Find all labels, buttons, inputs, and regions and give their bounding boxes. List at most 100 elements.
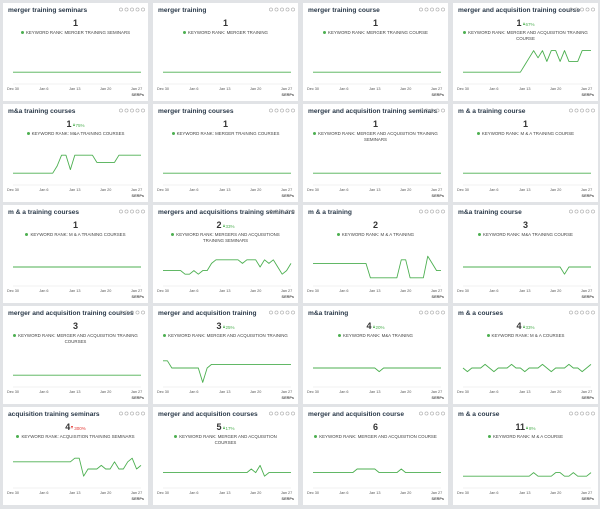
rank-number: 1 (516, 18, 522, 28)
x-tick-label: Jan 27 (581, 289, 592, 293)
card-icons (119, 108, 145, 113)
card-icons (569, 310, 595, 315)
x-tick-label: Dec 30 (307, 87, 319, 91)
card-icons (569, 209, 595, 214)
icon (435, 310, 440, 315)
rank-number: 1 (72, 220, 78, 230)
icon (430, 411, 434, 416)
x-tick-label: Jan 13 (369, 289, 380, 293)
legend-label: KEYWORD RANK: MERGER AND ACQUISITION COU… (179, 434, 277, 445)
x-tick-label: Jan 13 (69, 188, 80, 192)
line-chart: Dec 30 Jan 6 Jan 13 Jan 20 Jan 27 SERPs (307, 172, 444, 198)
x-tick-label: Jan 6 (39, 87, 48, 91)
icon (269, 209, 273, 214)
icon (580, 7, 584, 12)
icon (591, 209, 595, 214)
x-tick-label: Jan 13 (219, 390, 230, 394)
icon (274, 7, 279, 12)
line-chart: Dec 30 Jan 6 Jan 13 Jan 20 Jan 27 SERPs (457, 172, 594, 198)
x-tick-label: Jan 6 (339, 87, 348, 91)
x-tick-label: Jan 20 (550, 289, 561, 293)
x-tick-label: Dec 30 (457, 390, 469, 394)
x-tick-label: Jan 27 (431, 87, 442, 91)
rank-change: 33% (225, 224, 235, 229)
x-tick-label: Jan 6 (189, 87, 198, 91)
icon (269, 7, 273, 12)
card-icons (419, 209, 445, 214)
x-tick-label: Dec 30 (7, 491, 19, 495)
icon (419, 411, 423, 416)
x-axis-label: SERPs (582, 93, 594, 97)
card-icons (419, 7, 445, 12)
chart-card: m & a training courses 1 KEYWORD RANK: M &… (3, 205, 148, 303)
rank-number: 4 (65, 422, 71, 432)
rank-value: 4 33% (453, 321, 598, 331)
rank-change: 33% (525, 325, 535, 330)
icon (269, 310, 273, 315)
icon (141, 7, 145, 12)
icon (285, 108, 290, 113)
x-tick-label: Jan 20 (550, 491, 561, 495)
chart-title: m & a training courses (8, 209, 80, 216)
x-tick-label: Dec 30 (157, 188, 169, 192)
chart-title: merger and acquisition training (158, 310, 257, 317)
icon (135, 411, 140, 416)
icon (119, 7, 123, 12)
chart-title: merger and acquisition training seminars (308, 108, 438, 115)
legend-dot (463, 31, 467, 34)
chart-card: acquisition training seminars 4 300% KEYWOR… (3, 407, 148, 505)
rank-change: 8% (529, 426, 536, 431)
chart-card: merger training 1 KEYWORD RANK: MERGER TRA… (153, 3, 298, 101)
icon (569, 310, 573, 315)
x-tick-label: Jan 27 (281, 289, 292, 293)
x-tick-label: Jan 13 (219, 289, 230, 293)
legend: KEYWORD RANK: M&A TRAINING (313, 333, 438, 339)
icon (269, 108, 273, 113)
legend-dot (25, 233, 29, 236)
line-chart: Dec 30 Jan 6 Jan 13 Jan 20 Jan 27 SERPs (307, 255, 444, 299)
chart-card: merger training seminars 1 KEYWORD RANK: M… (3, 3, 148, 101)
chart-card: merger and acquisition courses 5 17% KEYWOR… (153, 407, 298, 505)
chart-card: merger and acquisition training seminars… (303, 104, 448, 202)
legend-dot (13, 334, 17, 337)
icon (441, 7, 445, 12)
x-tick-label: Dec 30 (457, 87, 469, 91)
legend-label: KEYWORD RANK: MERGER AND ACQUISITION TRA… (468, 30, 588, 41)
x-tick-label: Jan 13 (369, 188, 380, 192)
chart-title: merger and acquisition courses (158, 411, 258, 418)
legend-dot (183, 31, 187, 34)
rank-number: 11 (515, 422, 525, 432)
legend: KEYWORD RANK: MERGER TRAINING COURSES (163, 131, 288, 137)
x-tick-label: Jan 27 (431, 188, 442, 192)
icon (435, 7, 440, 12)
rank-number: 4 (516, 321, 522, 331)
rank-change: 20% (375, 325, 385, 330)
change-arrow (522, 325, 525, 328)
x-tick-label: Jan 27 (131, 491, 142, 495)
rank-value: 1 (453, 119, 598, 129)
icon (119, 209, 123, 214)
rank-number: 2 (216, 220, 222, 230)
legend-dot (163, 334, 167, 337)
x-axis-label: SERPs (432, 295, 444, 299)
x-tick-label: Jan 6 (189, 188, 198, 192)
icon (269, 411, 273, 416)
x-tick-label: Jan 6 (489, 87, 498, 91)
x-tick-label: Dec 30 (7, 390, 19, 394)
rank-line (313, 367, 441, 373)
legend-dot (336, 233, 340, 236)
icon (569, 108, 573, 113)
icon (291, 108, 295, 113)
x-tick-label: Dec 30 (157, 87, 169, 91)
icon (585, 108, 590, 113)
x-axis-label: SERPs (432, 497, 444, 501)
rank-value: 3 25% (153, 321, 298, 331)
line-chart: Dec 30 Jan 6 Jan 13 Jan 20 Jan 27 SERPs (457, 472, 594, 501)
icon (569, 7, 573, 12)
x-tick-label: Jan 13 (369, 491, 380, 495)
legend-dot (171, 132, 175, 135)
change-arrow (72, 123, 75, 126)
line-chart: Dec 30 Jan 6 Jan 13 Jan 20 Jan 27 SERPs (457, 266, 594, 299)
x-axis-label: SERPs (582, 194, 594, 198)
line-chart: Dec 30 Jan 6 Jan 13 Jan 20 Jan 27 SERPs (157, 71, 294, 97)
